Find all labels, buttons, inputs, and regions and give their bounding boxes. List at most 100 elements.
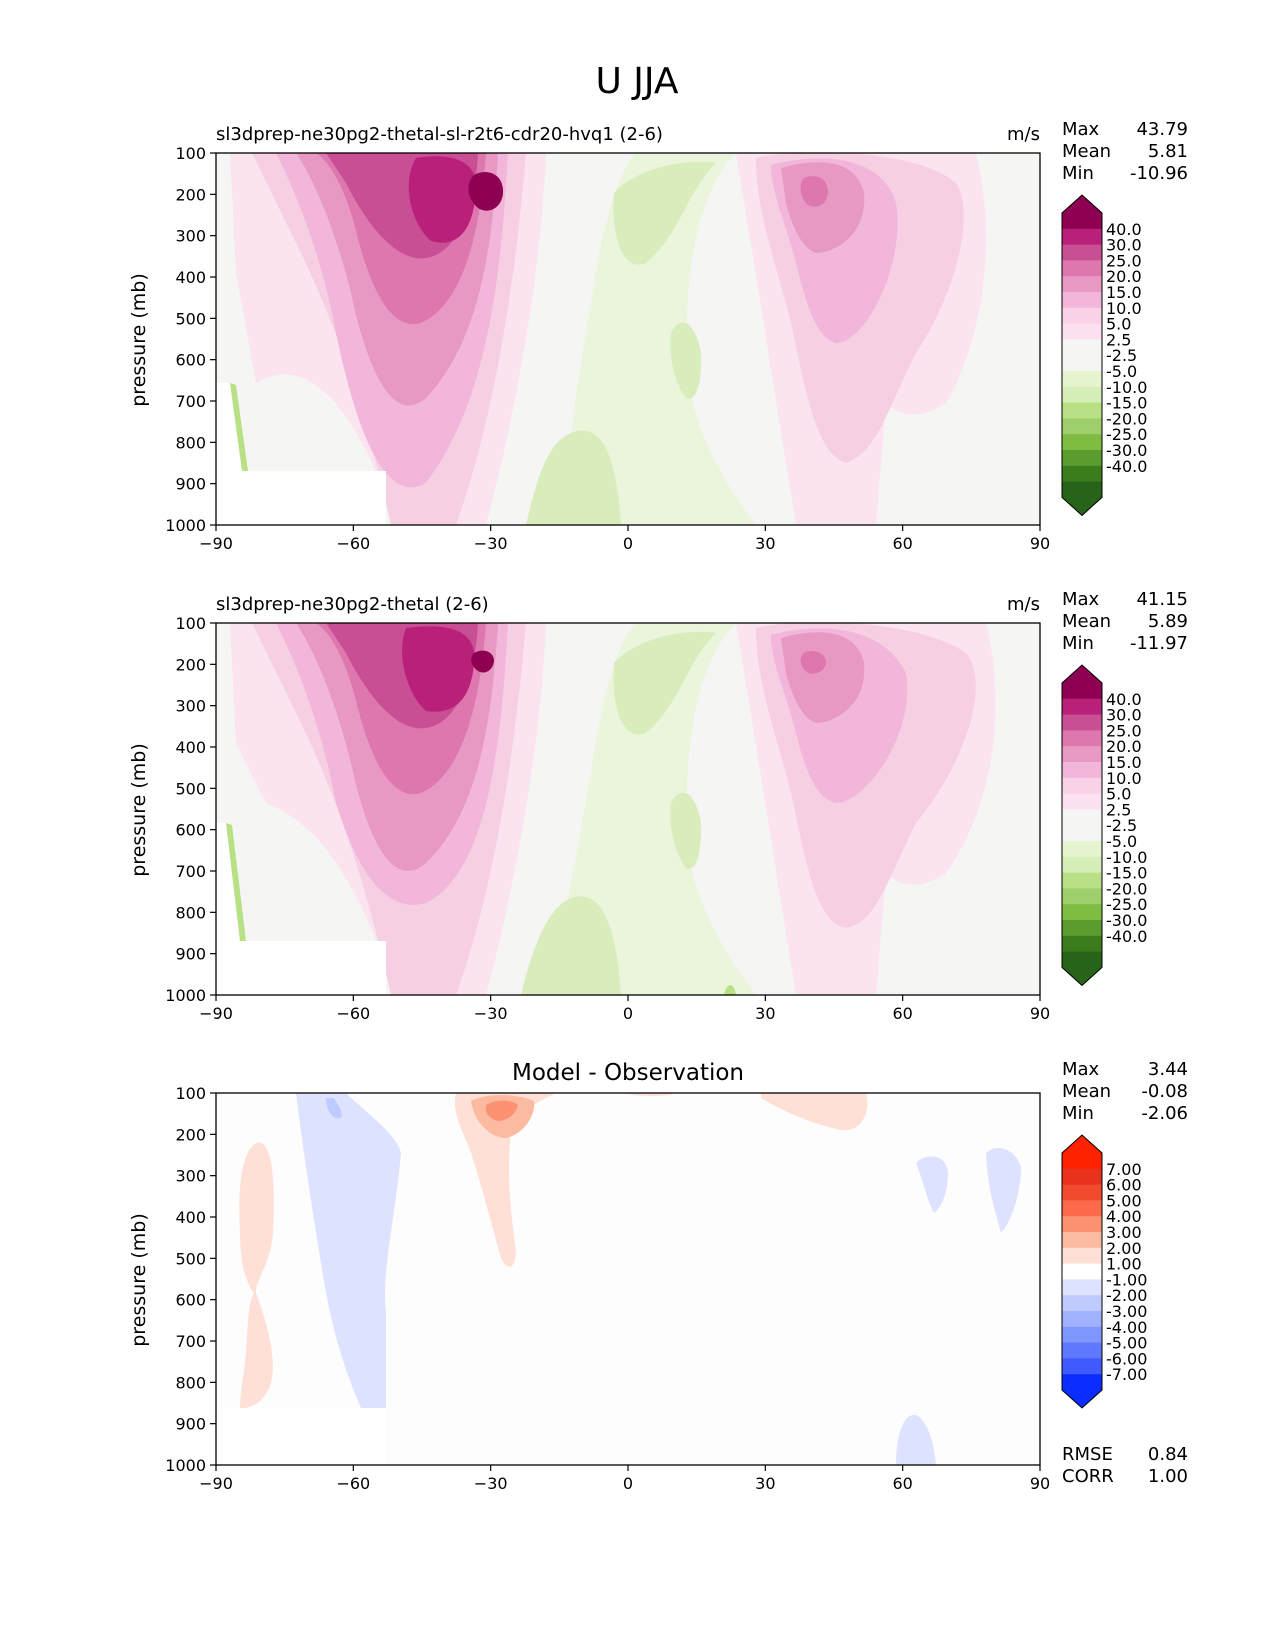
missing-region	[216, 383, 386, 525]
colorbar-segment	[1062, 1216, 1102, 1233]
colorbar-label: -10.0	[1106, 848, 1147, 867]
stat-value: -0.08	[1141, 1081, 1188, 1102]
colorbar-segment	[1062, 1200, 1102, 1217]
colorbar-segment	[1062, 1295, 1102, 1312]
colorbar-segment	[1062, 481, 1102, 498]
colorbar-segment	[1062, 228, 1102, 246]
y-tick-label: 400	[175, 268, 206, 287]
colorbar-segment	[1062, 355, 1102, 372]
stat-value: 43.79	[1136, 119, 1188, 140]
colorbar-segment	[1062, 434, 1102, 451]
colorbar-label: 10.0	[1106, 769, 1142, 788]
colorbar-segment	[1062, 213, 1102, 230]
panel-2-ylabel: pressure (mb)	[128, 743, 150, 877]
colorbar-segment	[1062, 323, 1102, 340]
colorbar-segment	[1062, 888, 1102, 905]
colorbar-label: 15.0	[1106, 753, 1142, 772]
panel-1-ylabel: pressure (mb)	[128, 273, 150, 407]
y-tick-label: 1000	[165, 986, 206, 1005]
red-max	[485, 1100, 518, 1121]
pink-l7	[408, 156, 477, 243]
rmse-label: RMSE	[1062, 1444, 1113, 1465]
colorbar-label: 2.00	[1106, 1239, 1142, 1258]
y-tick-label: 600	[175, 351, 206, 370]
stat-label: Mean	[1062, 611, 1111, 632]
panel-2-colorbar: 40.030.025.020.015.010.05.02.5-2.5-5.0-1…	[1061, 664, 1147, 987]
green-band	[566, 153, 756, 525]
panel-3-colorbar: 7.006.005.004.003.002.001.00-1.00-2.00-3…	[1061, 1134, 1147, 1409]
blue-core	[326, 1098, 342, 1119]
blue-blob-3	[896, 1414, 936, 1465]
colorbar-label: -5.0	[1106, 832, 1137, 851]
stat-value: -2.06	[1141, 1103, 1188, 1124]
colorbar-segment	[1062, 1326, 1102, 1344]
colorbar-label: -40.0	[1106, 927, 1147, 946]
green-core-3	[670, 792, 702, 869]
blue-blob-1	[916, 1156, 948, 1213]
x-tick-label: 0	[623, 1474, 633, 1493]
colorbar-label: -6.00	[1106, 1349, 1147, 1368]
colorbar-label: -20.0	[1106, 879, 1147, 898]
y-tick-label: 200	[175, 655, 206, 674]
stat-label: Max	[1062, 119, 1100, 140]
colorbar-label: -7.00	[1106, 1365, 1147, 1384]
x-tick-label: −30	[474, 1474, 508, 1493]
y-tick-label: 600	[175, 1291, 206, 1310]
figure-title: U JJA	[595, 61, 678, 102]
colorbar-outline	[1061, 1134, 1103, 1409]
colorbar-label: 2.5	[1106, 800, 1131, 819]
green-edge	[230, 383, 248, 471]
colorbar-segment	[1062, 465, 1102, 483]
panel-1: sl3dprep-ne30pg2-thetal-sl-r2t6-cdr20-hv…	[128, 119, 1188, 553]
colorbar-label: -5.00	[1106, 1334, 1147, 1353]
x-tick-label: −30	[474, 534, 508, 553]
colorbar-segment	[1062, 920, 1102, 937]
y-tick-label: 600	[175, 821, 206, 840]
green-band	[556, 623, 756, 995]
stat-value: 5.81	[1148, 141, 1188, 162]
colorbar-segment	[1062, 698, 1102, 716]
x-tick-label: −90	[199, 1004, 233, 1023]
panel-2-axes: −90 −60 −30 0 30 60 90 100 200 300 400 500 600 700 800…	[165, 614, 1050, 1023]
x-tick-label: 30	[755, 534, 775, 553]
panel-3-ylabel: pressure (mb)	[128, 1213, 150, 1347]
colorbar-segment	[1062, 872, 1102, 889]
y-tick-label: 800	[175, 433, 206, 452]
colorbar-label: -2.00	[1106, 1286, 1147, 1305]
y-tick-label: 300	[175, 1167, 206, 1186]
red-band	[454, 1093, 556, 1267]
colorbar-segment	[1062, 841, 1102, 858]
x-tick-label: 60	[892, 534, 912, 553]
colorbar-segment	[1062, 1232, 1102, 1249]
x-tick-label: −90	[199, 1474, 233, 1493]
x-tick-label: −30	[474, 1004, 508, 1023]
x-tick-label: −60	[336, 534, 370, 553]
colorbar-segment	[1062, 1374, 1102, 1391]
green-edge	[226, 823, 246, 941]
x-tick-label: 0	[623, 534, 633, 553]
colorbar-segment	[1062, 951, 1102, 968]
green-core-2	[613, 631, 716, 735]
colorbar-segment	[1062, 777, 1102, 795]
stat-value: -11.97	[1130, 633, 1188, 654]
colorbar-extend-top	[1062, 1135, 1102, 1153]
x-tick-label: 60	[892, 1474, 912, 1493]
jet-core-sh	[471, 650, 494, 673]
colorbar-extend-top	[1062, 195, 1102, 213]
y-tick-label: 200	[175, 185, 206, 204]
x-tick-label: 90	[1030, 1004, 1050, 1023]
colorbar-segment	[1062, 339, 1102, 356]
x-tick-label: 60	[892, 1004, 912, 1023]
colorbar-segment	[1062, 825, 1102, 842]
stat-label: Min	[1062, 1103, 1094, 1124]
colorbar-label: -25.0	[1106, 895, 1147, 914]
colorbar-segment	[1062, 244, 1102, 261]
x-tick-label: 90	[1030, 1474, 1050, 1493]
colorbar-label: 5.00	[1106, 1191, 1142, 1210]
panel-2: sl3dprep-ne30pg2-thetal (2-6) m/s pressu…	[128, 589, 1188, 1023]
colorbar-label: -15.0	[1106, 394, 1147, 413]
colorbar-segment	[1062, 1168, 1102, 1186]
colorbar-label: 30.0	[1106, 236, 1142, 255]
panel-1-units: m/s	[1007, 124, 1040, 145]
